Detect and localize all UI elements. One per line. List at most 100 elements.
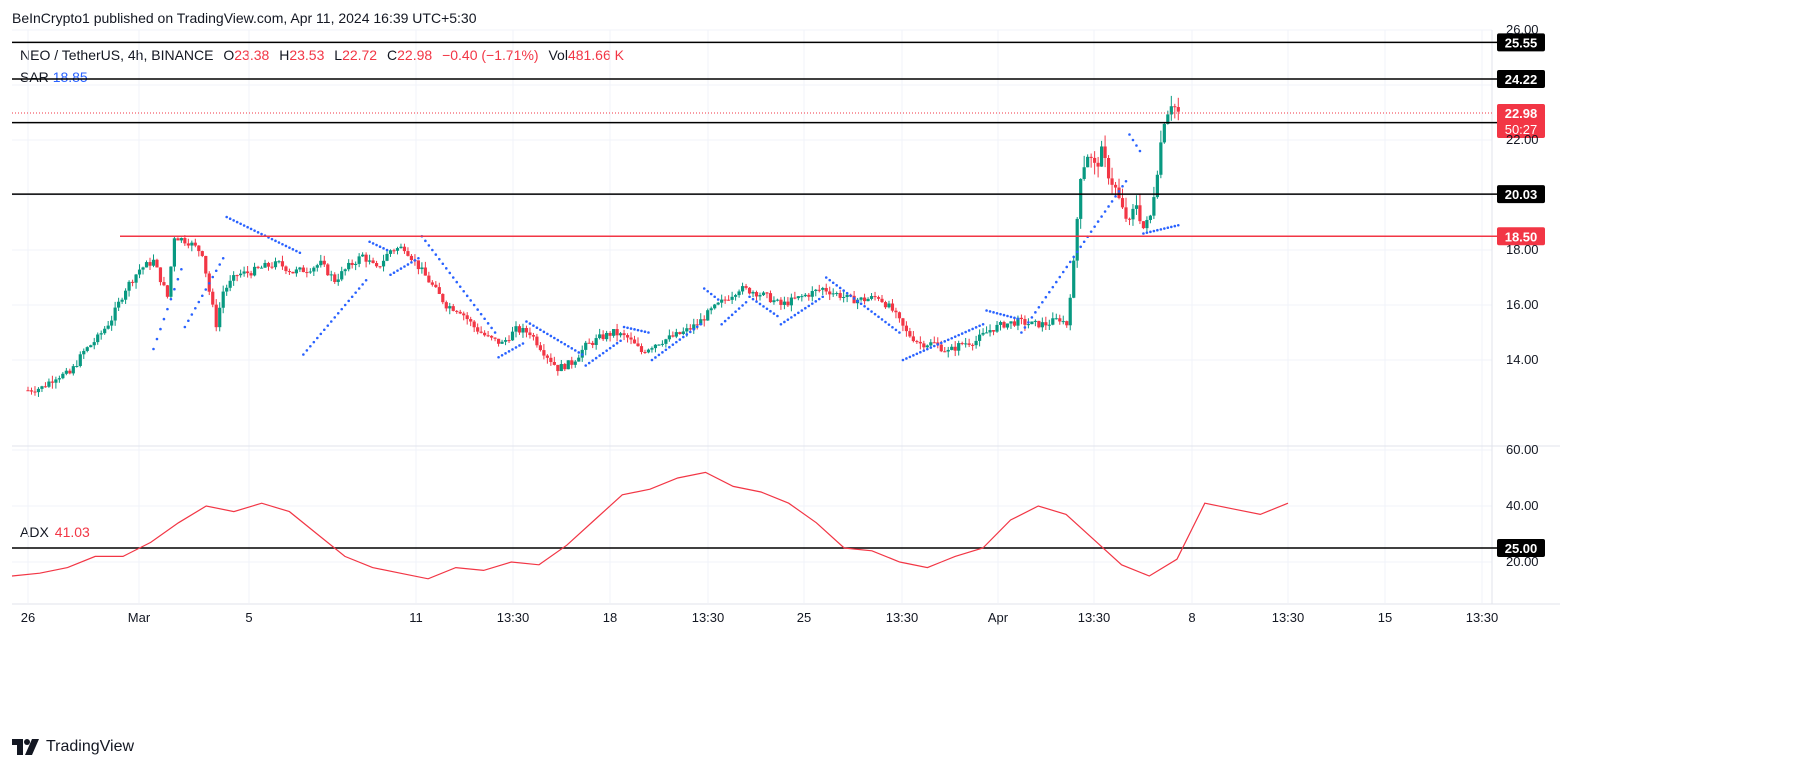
sar-dot bbox=[340, 307, 344, 311]
level-tag-text-20.03: 20.03 bbox=[1505, 187, 1538, 202]
candle-body bbox=[894, 310, 898, 313]
sar-dot bbox=[908, 355, 912, 359]
candle-body bbox=[361, 254, 365, 257]
candle-body bbox=[1138, 205, 1142, 222]
sar-dot bbox=[654, 356, 657, 359]
sar-dot bbox=[465, 294, 469, 298]
sar-dot bbox=[469, 299, 472, 302]
tradingview-footer: TradingView bbox=[12, 738, 134, 756]
candle-body bbox=[901, 318, 905, 326]
sar-dot bbox=[1082, 240, 1086, 244]
sar-dot bbox=[1051, 285, 1055, 289]
symbol-label[interactable]: NEO / TetherUS, 4h, BINANCE bbox=[20, 47, 214, 63]
sar-dot bbox=[995, 311, 999, 315]
close-value: 22.98 bbox=[397, 47, 433, 63]
sar-dot bbox=[176, 277, 180, 281]
sar-dot bbox=[831, 281, 835, 285]
sar-dot bbox=[253, 229, 256, 232]
candle-body bbox=[61, 373, 65, 379]
sar-dot bbox=[866, 307, 870, 311]
sar-dot bbox=[472, 303, 476, 307]
sar-dot bbox=[936, 343, 940, 346]
candle-body bbox=[950, 346, 954, 350]
candle-body bbox=[333, 274, 337, 282]
candle-body bbox=[430, 282, 434, 285]
sar-dot bbox=[1124, 179, 1128, 183]
sar-dot bbox=[573, 349, 577, 352]
adx-line bbox=[11, 471, 1289, 580]
candle-body bbox=[573, 361, 577, 365]
candle-body bbox=[113, 307, 117, 321]
candle-body bbox=[887, 303, 891, 308]
candle-body bbox=[200, 251, 204, 256]
sar-dot bbox=[322, 328, 326, 332]
sar-dot bbox=[692, 328, 696, 331]
sar-dot bbox=[378, 245, 382, 248]
sar-dot bbox=[1006, 314, 1009, 318]
candle-body bbox=[643, 351, 647, 353]
candle-body bbox=[915, 341, 919, 343]
candle-body bbox=[639, 346, 644, 352]
last-price-tag-text: 22.98 bbox=[1505, 106, 1538, 121]
sar-dot bbox=[542, 330, 546, 334]
candle-body bbox=[301, 267, 305, 273]
chart-legend: NEO / TetherUS, 4h, BINANCE O23.38 H23.5… bbox=[20, 44, 624, 88]
sar-dot bbox=[532, 324, 535, 327]
candle-body bbox=[845, 294, 849, 297]
adx-level-tag bbox=[1497, 539, 1545, 557]
sar-dot bbox=[1103, 210, 1107, 213]
sar-dot bbox=[1128, 133, 1131, 136]
sar-dot bbox=[661, 351, 664, 354]
candle-body bbox=[922, 343, 926, 348]
sar-dot bbox=[605, 349, 608, 352]
candle-body bbox=[918, 341, 922, 344]
sar-dot bbox=[1009, 315, 1013, 319]
sar-dot bbox=[734, 310, 737, 313]
candle-body bbox=[483, 332, 487, 336]
sar-dot bbox=[929, 346, 933, 349]
candle-body bbox=[500, 341, 504, 344]
sar-dot bbox=[988, 310, 992, 313]
candle-body bbox=[1100, 146, 1104, 167]
time-axis-tick-11: 8 bbox=[1188, 610, 1195, 625]
sar-dot bbox=[173, 287, 176, 291]
sar-label[interactable]: SAR bbox=[20, 69, 49, 85]
sar-dot bbox=[702, 287, 706, 290]
candle-body bbox=[974, 340, 978, 346]
sar-dot bbox=[343, 303, 347, 307]
candle-body bbox=[40, 386, 44, 389]
level-tag-20.03 bbox=[1497, 185, 1545, 204]
candle-body bbox=[1173, 106, 1177, 108]
sar-dot bbox=[270, 237, 274, 241]
candle-body bbox=[510, 331, 515, 341]
candle-body bbox=[409, 255, 414, 261]
adx-label[interactable]: ADX bbox=[20, 524, 49, 540]
sar-dot bbox=[793, 313, 797, 317]
sar-dot bbox=[200, 294, 204, 298]
candle-body bbox=[1061, 321, 1065, 323]
candle-body bbox=[789, 297, 793, 306]
candle-body bbox=[695, 324, 699, 326]
sar-dot bbox=[455, 280, 459, 284]
candle-body bbox=[1033, 320, 1037, 322]
candle-body bbox=[1012, 321, 1017, 326]
candle-body bbox=[326, 264, 330, 276]
sar-dot bbox=[999, 312, 1002, 316]
sar-dot bbox=[957, 333, 960, 337]
sar-dot bbox=[528, 322, 532, 325]
candle-body bbox=[252, 266, 257, 276]
candle-body bbox=[939, 344, 943, 352]
level-tag-text-25.55: 25.55 bbox=[1505, 35, 1538, 50]
sar-value: 18.85 bbox=[52, 69, 88, 85]
sar-dot bbox=[187, 319, 190, 323]
candle-body bbox=[869, 296, 874, 299]
sar-dot bbox=[549, 334, 553, 338]
sar-dot bbox=[814, 300, 818, 303]
candle-body bbox=[796, 296, 800, 299]
sar-dot bbox=[382, 247, 385, 250]
sar-dot bbox=[608, 346, 612, 350]
sar-dot bbox=[584, 364, 588, 367]
sar-dot bbox=[1170, 225, 1173, 229]
sar-dot bbox=[919, 350, 922, 354]
